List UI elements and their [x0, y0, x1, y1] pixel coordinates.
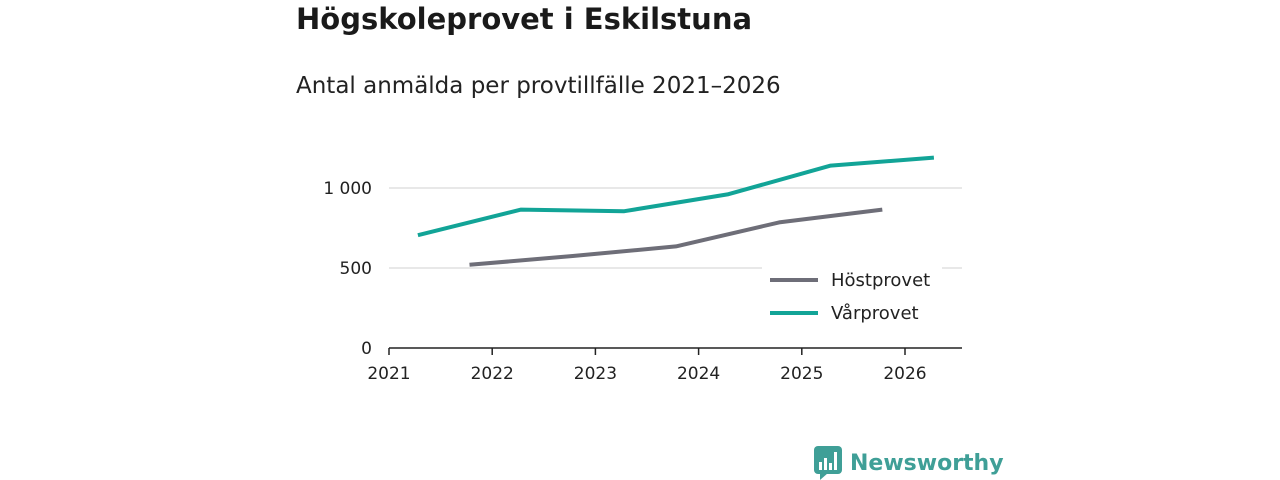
- x-tick-label: 2025: [780, 364, 823, 384]
- legend-background: [762, 262, 942, 332]
- gridlines: [389, 187, 962, 269]
- x-tick-label: 2021: [367, 364, 410, 384]
- legend: Höstprovet Vårprovet: [762, 262, 942, 332]
- legend-label: Höstprovet: [831, 270, 930, 291]
- axes: 0 500 1 000 2021 2022 2023 2024 2025 2026: [323, 179, 962, 384]
- series-line-vårprovet: [417, 155, 935, 238]
- y-tick-label: 0: [361, 339, 372, 359]
- brand-name: Newsworthy: [850, 450, 1004, 476]
- x-tick-label: 2026: [883, 364, 926, 384]
- x-tick-label: 2023: [574, 364, 617, 384]
- y-tick-label: 1 000: [323, 179, 372, 199]
- bar-chart-speech-bubble-icon: [814, 446, 842, 480]
- y-tick-label: 500: [340, 259, 372, 279]
- chart-title: Högskoleprovet i Eskilstuna: [296, 2, 753, 36]
- chart-subtitle: Antal anmälda per provtillfälle 2021–202…: [296, 73, 781, 99]
- legend-label: Vårprovet: [831, 303, 919, 324]
- series-line-höstprovet: [469, 207, 883, 267]
- x-tick-label: 2024: [677, 364, 720, 384]
- series-lines: [417, 155, 935, 267]
- x-tick-label: 2022: [471, 364, 514, 384]
- brand-logo: Newsworthy: [814, 446, 1004, 480]
